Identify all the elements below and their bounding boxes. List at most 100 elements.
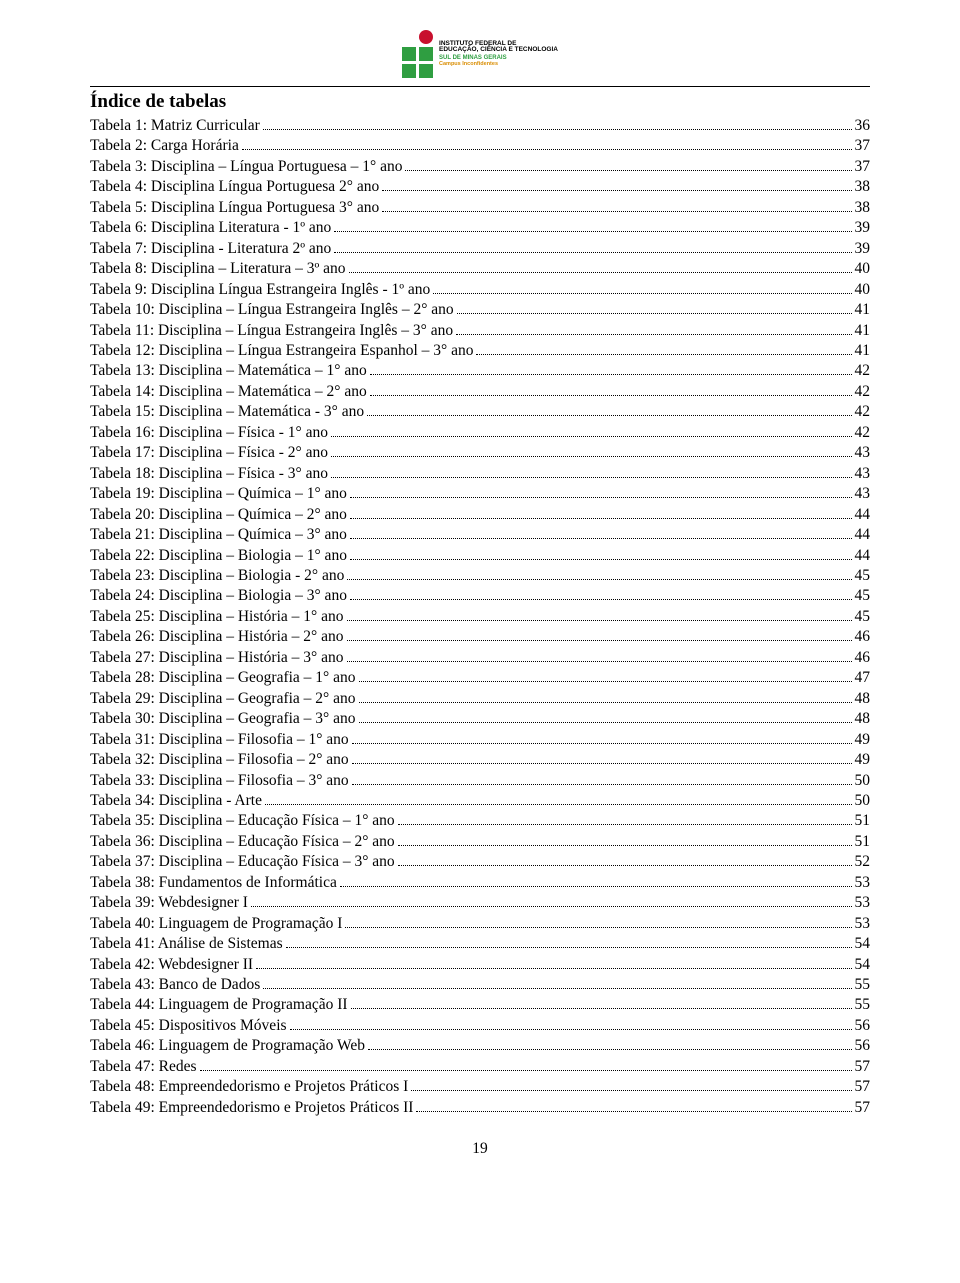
toc-row[interactable]: Tabela 44: Linguagem de Programação II55 <box>90 995 870 1015</box>
toc-row[interactable]: Tabela 35: Disciplina – Educação Física … <box>90 811 870 831</box>
toc-row[interactable]: Tabela 48: Empreendedorismo e Projetos P… <box>90 1077 870 1097</box>
toc-label: Tabela 23: Disciplina – Biologia - 2° an… <box>90 566 344 586</box>
toc-row[interactable]: Tabela 3: Disciplina – Língua Portuguesa… <box>90 157 870 177</box>
toc-page: 52 <box>855 852 871 872</box>
toc-row[interactable]: Tabela 31: Disciplina – Filosofia – 1° a… <box>90 730 870 750</box>
toc-page: 39 <box>855 239 871 259</box>
toc-row[interactable]: Tabela 5: Disciplina Língua Portuguesa 3… <box>90 198 870 218</box>
toc-label: Tabela 10: Disciplina – Língua Estrangei… <box>90 300 454 320</box>
toc-row[interactable]: Tabela 32: Disciplina – Filosofia – 2° a… <box>90 750 870 770</box>
toc-row[interactable]: Tabela 39: Webdesigner I53 <box>90 893 870 913</box>
toc-row[interactable]: Tabela 20: Disciplina – Química – 2° ano… <box>90 505 870 525</box>
toc-row[interactable]: Tabela 34: Disciplina - Arte50 <box>90 791 870 811</box>
toc-label: Tabela 20: Disciplina – Química – 2° ano <box>90 505 347 525</box>
toc-row[interactable]: Tabela 18: Disciplina – Física - 3° ano … <box>90 464 870 484</box>
toc-row[interactable]: Tabela 6: Disciplina Literatura - 1º ano… <box>90 218 870 238</box>
toc-row[interactable]: Tabela 25: Disciplina – História – 1° an… <box>90 607 870 627</box>
toc-leader-dots <box>345 927 851 928</box>
toc-leader-dots <box>331 456 852 457</box>
toc-page: 42 <box>855 423 871 443</box>
toc-leader-dots <box>370 395 852 396</box>
toc-leader-dots <box>352 743 852 744</box>
toc-leader-dots <box>351 1008 852 1009</box>
toc-page: 49 <box>855 730 871 750</box>
toc-leader-dots <box>382 190 851 191</box>
toc-row[interactable]: Tabela 8: Disciplina – Literatura – 3º a… <box>90 259 870 279</box>
toc-row[interactable]: Tabela 21: Disciplina – Química – 3° ano… <box>90 525 870 545</box>
toc-leader-dots <box>411 1090 851 1091</box>
toc-row[interactable]: Tabela 17: Disciplina – Física - 2° ano … <box>90 443 870 463</box>
toc-page: 41 <box>855 321 871 341</box>
toc-row[interactable]: Tabela 40: Linguagem de Programação I 53 <box>90 914 870 934</box>
toc-row[interactable]: Tabela 16: Disciplina – Física - 1° ano … <box>90 423 870 443</box>
toc-row[interactable]: Tabela 12: Disciplina – Língua Estrangei… <box>90 341 870 361</box>
toc-row[interactable]: Tabela 11: Disciplina – Língua Estrangei… <box>90 321 870 341</box>
toc-row[interactable]: Tabela 46: Linguagem de Programação Web5… <box>90 1036 870 1056</box>
logo-icon <box>402 30 433 78</box>
toc-row[interactable]: Tabela 33: Disciplina – Filosofia – 3° a… <box>90 771 870 791</box>
toc-row[interactable]: Tabela 42: Webdesigner II54 <box>90 955 870 975</box>
toc-label: Tabela 49: Empreendedorismo e Projetos P… <box>90 1098 413 1118</box>
toc-row[interactable]: Tabela 10: Disciplina – Língua Estrangei… <box>90 300 870 320</box>
toc-row[interactable]: Tabela 23: Disciplina – Biologia - 2° an… <box>90 566 870 586</box>
toc-row[interactable]: Tabela 2: Carga Horária37 <box>90 136 870 156</box>
toc-row[interactable]: Tabela 14: Disciplina – Matemática – 2° … <box>90 382 870 402</box>
toc-leader-dots <box>405 170 851 171</box>
toc-row[interactable]: Tabela 45: Dispositivos Móveis56 <box>90 1016 870 1036</box>
toc-label: Tabela 37: Disciplina – Educação Física … <box>90 852 395 872</box>
toc-label: Tabela 21: Disciplina – Química – 3° ano <box>90 525 347 545</box>
toc-row[interactable]: Tabela 7: Disciplina - Literatura 2º ano… <box>90 239 870 259</box>
toc-leader-dots <box>359 722 852 723</box>
toc-row[interactable]: Tabela 49: Empreendedorismo e Projetos P… <box>90 1098 870 1118</box>
toc-leader-dots <box>350 497 852 498</box>
toc-leader-dots <box>256 968 851 969</box>
toc-row[interactable]: Tabela 37: Disciplina – Educação Física … <box>90 852 870 872</box>
toc-page: 54 <box>855 955 871 975</box>
toc-page: 57 <box>855 1077 871 1097</box>
toc-leader-dots <box>334 252 851 253</box>
toc-row[interactable]: Tabela 22: Disciplina – Biologia – 1° an… <box>90 546 870 566</box>
toc-label: Tabela 19: Disciplina – Química – 1° ano <box>90 484 347 504</box>
toc-row[interactable]: Tabela 19: Disciplina – Química – 1° ano… <box>90 484 870 504</box>
toc-row[interactable]: Tabela 29: Disciplina – Geografia – 2° a… <box>90 689 870 709</box>
toc-label: Tabela 48: Empreendedorismo e Projetos P… <box>90 1077 408 1097</box>
toc-row[interactable]: Tabela 4: Disciplina Língua Portuguesa 2… <box>90 177 870 197</box>
toc-row[interactable]: Tabela 43: Banco de Dados55 <box>90 975 870 995</box>
toc-page: 56 <box>855 1036 871 1056</box>
toc-row[interactable]: Tabela 9: Disciplina Língua Estrangeira … <box>90 280 870 300</box>
toc-leader-dots <box>290 1029 852 1030</box>
toc-row[interactable]: Tabela 47: Redes57 <box>90 1057 870 1077</box>
logo-text-3: Campus Inconfidentes <box>439 62 558 68</box>
toc-page: 44 <box>855 525 871 545</box>
toc-row[interactable]: Tabela 38: Fundamentos de Informática53 <box>90 873 870 893</box>
toc-row[interactable]: Tabela 36: Disciplina – Educação Física … <box>90 832 870 852</box>
toc-row[interactable]: Tabela 27: Disciplina – História – 3° an… <box>90 648 870 668</box>
toc-row[interactable]: Tabela 26: Disciplina – História – 2° an… <box>90 627 870 647</box>
toc-label: Tabela 40: Linguagem de Programação I <box>90 914 342 934</box>
toc-label: Tabela 31: Disciplina – Filosofia – 1° a… <box>90 730 349 750</box>
toc-leader-dots <box>433 293 851 294</box>
toc-row[interactable]: Tabela 41: Análise de Sistemas54 <box>90 934 870 954</box>
toc-label: Tabela 36: Disciplina – Educação Física … <box>90 832 395 852</box>
toc-page: 53 <box>855 914 871 934</box>
toc-row[interactable]: Tabela 24: Disciplina – Biologia – 3° an… <box>90 586 870 606</box>
toc-label: Tabela 34: Disciplina - Arte <box>90 791 262 811</box>
toc-leader-dots <box>263 129 852 130</box>
toc-row[interactable]: Tabela 15: Disciplina – Matemática - 3° … <box>90 402 870 422</box>
toc-leader-dots <box>349 272 852 273</box>
toc-page: 43 <box>855 484 871 504</box>
toc-label: Tabela 24: Disciplina – Biologia – 3° an… <box>90 586 347 606</box>
toc-page: 45 <box>855 586 871 606</box>
toc-leader-dots <box>347 640 852 641</box>
toc-row[interactable]: Tabela 1: Matriz Curricular36 <box>90 116 870 136</box>
toc-page: 46 <box>855 627 871 647</box>
toc-leader-dots <box>359 681 852 682</box>
toc-row[interactable]: Tabela 28: Disciplina – Geografia – 1° a… <box>90 668 870 688</box>
toc-leader-dots <box>350 538 852 539</box>
toc-row[interactable]: Tabela 30: Disciplina – Geografia – 3° a… <box>90 709 870 729</box>
toc-leader-dots <box>334 231 851 232</box>
toc-leader-dots <box>398 845 852 846</box>
toc-row[interactable]: Tabela 13: Disciplina – Matemática – 1° … <box>90 361 870 381</box>
toc-label: Tabela 27: Disciplina – História – 3° an… <box>90 648 344 668</box>
toc-page: 56 <box>855 1016 871 1036</box>
